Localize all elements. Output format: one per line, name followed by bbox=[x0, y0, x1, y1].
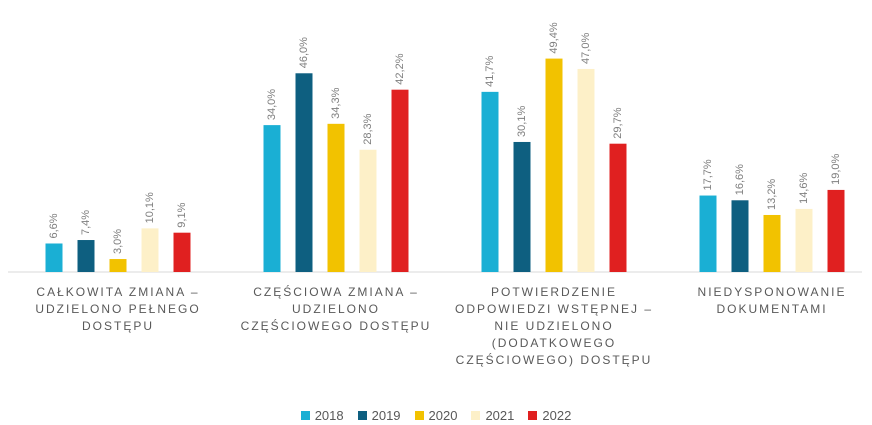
legend-item: 2019 bbox=[357, 408, 401, 423]
x-tick-label: POTWIERDZENIE ODPOWIEDZI WSTĘPNEJ – NIE … bbox=[454, 285, 653, 367]
bar bbox=[263, 125, 281, 273]
legend: 2018 2019 2020 2021 2022 bbox=[0, 408, 872, 423]
bar bbox=[77, 240, 95, 272]
bar bbox=[609, 143, 627, 272]
data-label: 6,6% bbox=[48, 213, 60, 238]
legend-swatch bbox=[414, 411, 424, 420]
legend-label: 2018 bbox=[314, 408, 344, 423]
legend-swatch bbox=[471, 411, 481, 420]
x-tick-label: CAŁKOWITA ZMIANA – UDZIELONO PEŁNEGO DOS… bbox=[35, 285, 201, 333]
legend-swatch bbox=[300, 411, 310, 420]
legend-swatch bbox=[357, 411, 367, 420]
bar bbox=[795, 208, 813, 272]
bar bbox=[327, 123, 345, 272]
bar bbox=[545, 58, 563, 273]
bar bbox=[577, 68, 595, 273]
legend-label: 2020 bbox=[428, 408, 458, 423]
legend-swatch bbox=[528, 411, 538, 420]
bar bbox=[359, 149, 377, 272]
legend-label: 2022 bbox=[542, 408, 572, 423]
data-label: 7,4% bbox=[80, 210, 92, 235]
bar bbox=[295, 73, 313, 272]
data-label: 28,3% bbox=[362, 113, 374, 144]
bar bbox=[731, 200, 749, 272]
legend-item: 2022 bbox=[528, 408, 571, 423]
data-label: 9,1% bbox=[176, 202, 188, 227]
data-label: 16,6% bbox=[734, 164, 746, 195]
legend-label: 2019 bbox=[371, 408, 401, 423]
bar bbox=[513, 141, 531, 272]
bar bbox=[827, 189, 845, 272]
data-label: 30,1% bbox=[516, 106, 528, 137]
data-label: 29,7% bbox=[612, 107, 624, 138]
legend-item: 2018 bbox=[300, 408, 344, 423]
bar bbox=[391, 89, 409, 272]
bar bbox=[481, 91, 499, 272]
legend-label: 2021 bbox=[485, 408, 515, 423]
data-label: 14,6% bbox=[798, 173, 810, 204]
x-tick-label: CZĘŚCIOWA ZMIANA – UDZIELONO CZĘŚCIOWEGO… bbox=[240, 285, 432, 333]
bar bbox=[45, 243, 63, 272]
bar bbox=[763, 214, 781, 272]
data-label: 42,2% bbox=[394, 53, 406, 84]
data-label: 34,3% bbox=[330, 87, 342, 118]
bar bbox=[109, 259, 127, 272]
data-label: 34,0% bbox=[266, 89, 278, 120]
data-label: 47,0% bbox=[580, 33, 592, 64]
data-label: 46,0% bbox=[298, 37, 310, 68]
data-label: 17,7% bbox=[702, 159, 714, 190]
bar bbox=[173, 232, 191, 272]
data-label: 19,0% bbox=[830, 154, 842, 185]
bar bbox=[141, 228, 159, 272]
data-label: 13,2% bbox=[766, 179, 778, 210]
data-label: 41,7% bbox=[484, 55, 496, 86]
data-label: 3,0% bbox=[112, 229, 124, 254]
data-label: 49,4% bbox=[548, 22, 560, 53]
data-label: 10,1% bbox=[144, 192, 156, 223]
legend-item: 2021 bbox=[471, 408, 514, 423]
x-tick-label: NIEDYSPONOWANIE DOKUMENTAMI bbox=[697, 285, 847, 316]
legend-item: 2020 bbox=[414, 408, 458, 423]
bar bbox=[699, 195, 717, 272]
